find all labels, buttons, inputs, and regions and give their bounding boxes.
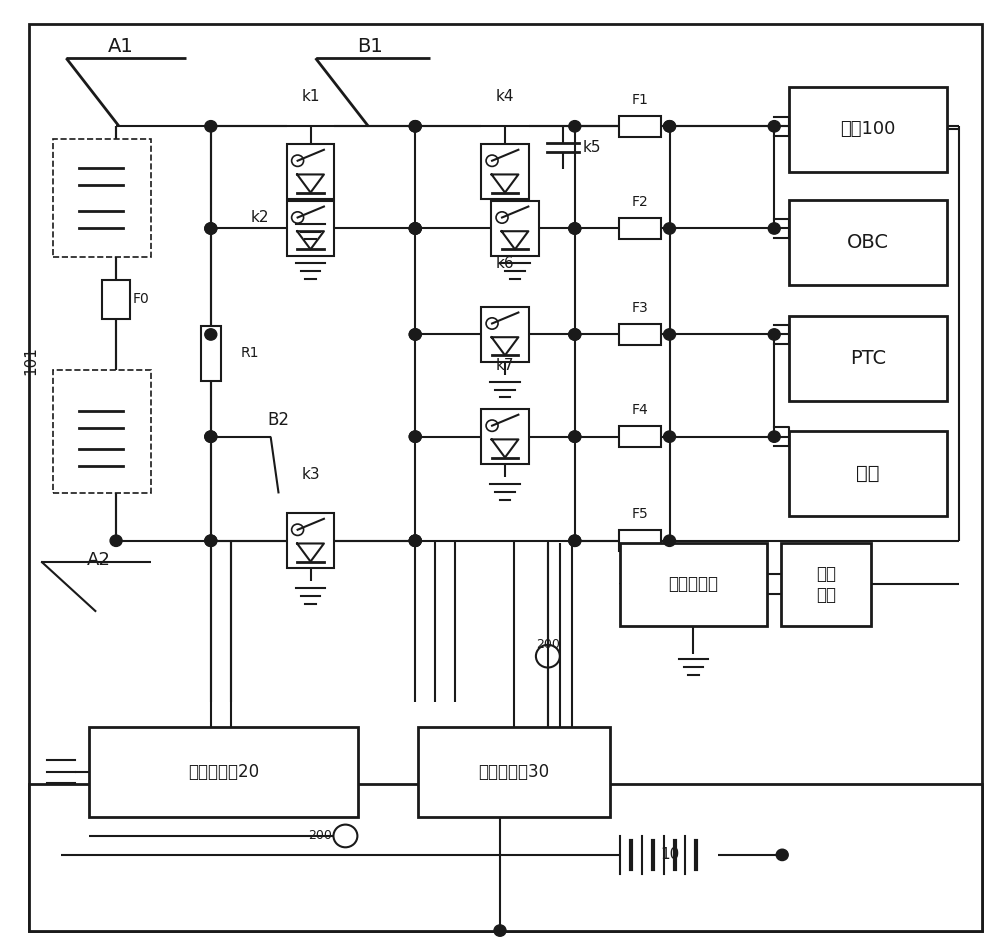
Bar [29,784,982,931]
Circle shape [205,535,217,547]
Bar [418,727,610,817]
Circle shape [569,328,581,340]
Text: k4: k4 [496,88,514,103]
Circle shape [205,328,217,340]
Circle shape [768,431,780,442]
Bar [619,116,661,137]
Text: k7: k7 [496,358,514,373]
Bar [789,86,947,172]
Circle shape [205,121,217,132]
Circle shape [409,431,421,442]
Bar [287,201,334,256]
Text: 空调: 空调 [856,464,880,483]
Circle shape [409,431,421,442]
Circle shape [110,535,122,547]
Circle shape [664,121,676,132]
Circle shape [776,849,788,861]
Bar [619,218,661,239]
Text: F2: F2 [631,195,648,209]
Text: 电机控制器: 电机控制器 [668,575,718,593]
Bar [53,370,151,493]
Circle shape [569,535,581,547]
Text: R1: R1 [241,346,259,361]
Circle shape [768,223,780,234]
Circle shape [569,223,581,234]
Circle shape [569,431,581,442]
Circle shape [569,328,581,340]
Text: B2: B2 [268,411,290,429]
Circle shape [409,328,421,340]
Bar [789,200,947,286]
Text: 快充100: 快充100 [840,121,896,139]
Bar [102,280,130,319]
Text: 200: 200 [536,639,560,651]
Circle shape [664,223,676,234]
Bar [481,307,529,362]
Circle shape [205,223,217,234]
Circle shape [409,535,421,547]
Text: F4: F4 [631,403,648,418]
Circle shape [569,223,581,234]
Text: F0: F0 [133,292,150,307]
Text: 200: 200 [309,829,332,843]
Bar [481,144,529,199]
Bar [287,144,334,199]
Circle shape [205,223,217,234]
Circle shape [409,223,421,234]
Text: k2: k2 [250,210,269,225]
Bar [620,543,767,626]
Circle shape [409,328,421,340]
Text: 驱动
电机: 驱动 电机 [816,565,836,604]
Circle shape [494,925,506,937]
Text: OBC: OBC [847,233,889,252]
Circle shape [409,223,421,234]
Bar [201,326,221,381]
Bar [89,727,358,817]
Circle shape [569,431,581,442]
Circle shape [664,121,676,132]
Circle shape [664,535,676,547]
Text: F1: F1 [631,93,648,107]
Circle shape [205,535,217,547]
Bar [481,409,529,464]
Bar [789,431,947,516]
Circle shape [664,431,676,442]
Text: k5: k5 [583,140,601,155]
Text: A1: A1 [108,37,134,56]
Circle shape [409,121,421,132]
Circle shape [205,431,217,442]
Circle shape [205,431,217,442]
Circle shape [569,535,581,547]
Circle shape [768,121,780,132]
Text: F5: F5 [631,508,648,521]
Text: 101: 101 [24,346,39,376]
Bar [789,315,947,400]
Text: k1: k1 [301,88,320,103]
Circle shape [409,535,421,547]
Circle shape [768,328,780,340]
Text: 整车控制器30: 整车控制器30 [478,763,550,781]
Bar [619,426,661,447]
Circle shape [409,223,421,234]
Bar [781,543,871,626]
Bar [53,139,151,257]
Bar [619,530,661,551]
Text: k6: k6 [496,256,514,271]
Circle shape [569,121,581,132]
Circle shape [409,121,421,132]
Bar [619,324,661,344]
Text: B1: B1 [357,37,383,56]
Bar [287,513,334,568]
Circle shape [409,535,421,547]
Bar [491,201,539,256]
Text: k3: k3 [301,467,320,482]
Text: PTC: PTC [850,348,886,367]
Circle shape [664,328,676,340]
Text: 10: 10 [660,847,679,863]
Text: F3: F3 [631,301,648,315]
Text: 电池管理器20: 电池管理器20 [188,763,259,781]
Text: A2: A2 [87,550,111,568]
